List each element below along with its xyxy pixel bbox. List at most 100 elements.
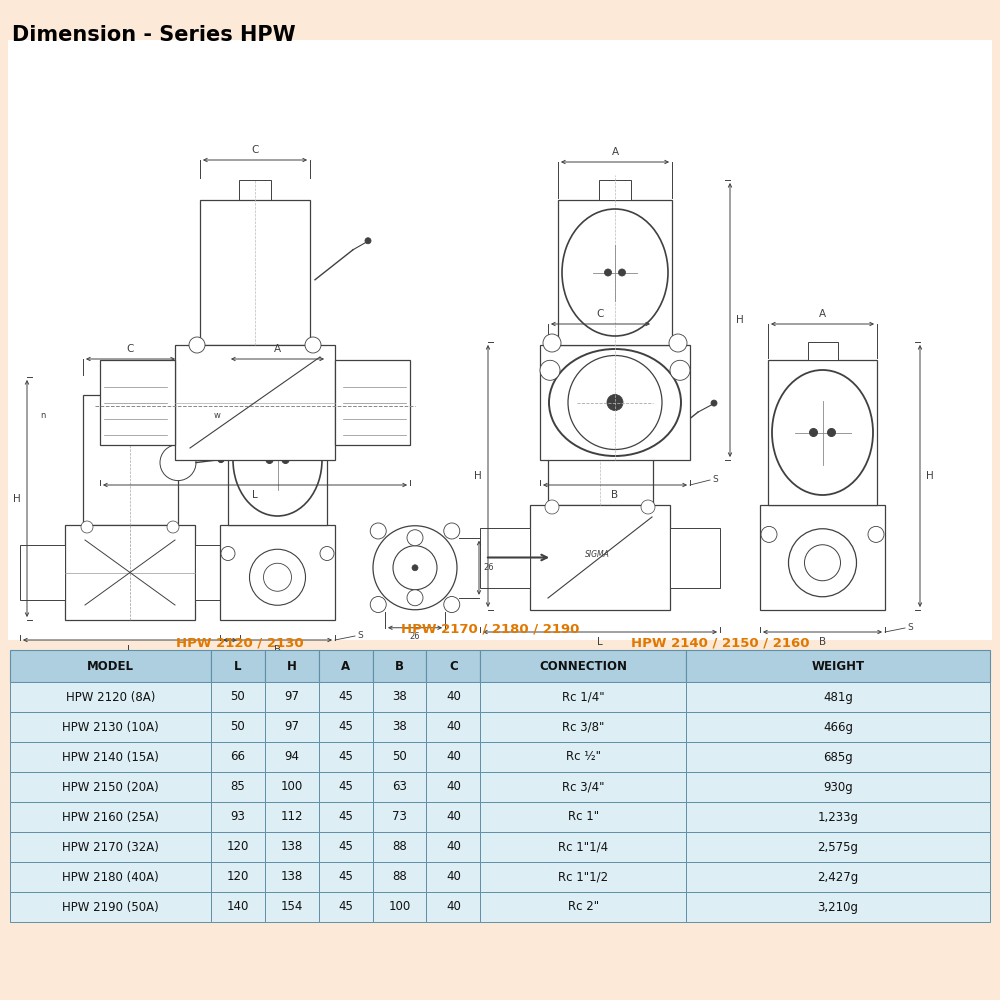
Text: 45: 45 <box>338 840 353 854</box>
Text: C: C <box>251 145 259 155</box>
Bar <box>686 892 990 922</box>
Bar <box>426 892 480 922</box>
Bar <box>265 832 319 862</box>
Text: H: H <box>287 660 297 672</box>
Bar <box>220 525 335 620</box>
Text: SIGMA: SIGMA <box>585 550 610 559</box>
Bar <box>319 712 373 742</box>
Text: 112: 112 <box>280 810 303 824</box>
Text: B: B <box>395 660 404 672</box>
Bar <box>548 360 653 505</box>
Bar <box>10 772 211 802</box>
Bar <box>10 862 211 892</box>
Text: 120: 120 <box>227 870 249 884</box>
Text: 45: 45 <box>338 780 353 794</box>
Text: 138: 138 <box>281 840 303 854</box>
Circle shape <box>282 456 289 464</box>
Bar <box>211 682 265 712</box>
Text: 45: 45 <box>338 690 353 704</box>
Bar <box>211 742 265 772</box>
Text: H: H <box>474 471 482 481</box>
Text: L: L <box>234 660 242 672</box>
Bar <box>558 200 672 345</box>
Bar <box>373 832 426 862</box>
Text: MODEL: MODEL <box>87 660 134 672</box>
Bar <box>10 802 211 832</box>
Text: 100: 100 <box>281 780 303 794</box>
Text: 40: 40 <box>446 810 461 824</box>
Bar <box>265 802 319 832</box>
Circle shape <box>618 269 626 276</box>
Text: 40: 40 <box>446 900 461 914</box>
Text: HPW 2140 / 2150 / 2160: HPW 2140 / 2150 / 2160 <box>631 637 809 650</box>
Bar <box>211 832 265 862</box>
Bar <box>265 682 319 712</box>
Text: C: C <box>597 309 604 319</box>
Bar <box>480 742 686 772</box>
Bar <box>373 650 426 682</box>
Circle shape <box>189 337 205 353</box>
Bar <box>319 772 373 802</box>
Circle shape <box>264 563 292 591</box>
Text: B: B <box>274 645 281 655</box>
Circle shape <box>804 545 840 581</box>
Bar <box>211 772 265 802</box>
Bar <box>10 650 211 682</box>
Text: L: L <box>252 490 258 500</box>
Bar <box>319 682 373 712</box>
Circle shape <box>444 597 460 613</box>
Text: Rc 1"1/4: Rc 1"1/4 <box>558 840 608 854</box>
Text: H: H <box>736 315 744 325</box>
Circle shape <box>810 428 818 436</box>
Bar <box>373 712 426 742</box>
Text: Rc 1": Rc 1" <box>568 810 599 824</box>
Text: 2,575g: 2,575g <box>818 840 859 854</box>
Bar <box>265 892 319 922</box>
Bar <box>686 742 990 772</box>
Circle shape <box>828 428 836 436</box>
Text: HPW 2190 (50A): HPW 2190 (50A) <box>62 900 159 914</box>
Bar <box>426 712 480 742</box>
Text: CONNECTION: CONNECTION <box>539 660 627 672</box>
Bar <box>264 377 292 395</box>
Bar <box>319 892 373 922</box>
Text: Rc 1"1/2: Rc 1"1/2 <box>558 870 608 884</box>
Text: S: S <box>712 476 718 485</box>
Bar <box>319 862 373 892</box>
Text: 3,210g: 3,210g <box>818 900 859 914</box>
Bar <box>426 650 480 682</box>
Bar <box>10 892 211 922</box>
Circle shape <box>761 526 777 542</box>
Bar <box>540 345 690 460</box>
Text: A: A <box>341 660 350 672</box>
Circle shape <box>604 269 612 276</box>
Bar <box>480 832 686 862</box>
Bar <box>686 832 990 862</box>
Circle shape <box>160 445 196 481</box>
Text: 50: 50 <box>230 690 245 704</box>
Bar <box>480 802 686 832</box>
Text: A: A <box>274 344 281 354</box>
Text: 38: 38 <box>392 690 407 704</box>
Text: B: B <box>611 490 619 500</box>
Bar <box>530 505 670 610</box>
Bar <box>373 682 426 712</box>
Bar <box>373 892 426 922</box>
Text: 45: 45 <box>338 750 353 764</box>
Circle shape <box>540 360 560 380</box>
Text: HPW 2180 (40A): HPW 2180 (40A) <box>62 870 159 884</box>
Bar <box>265 650 319 682</box>
Bar <box>116 377 144 395</box>
Bar <box>211 862 265 892</box>
Bar <box>228 395 327 525</box>
Text: 88: 88 <box>392 840 407 854</box>
Circle shape <box>407 530 423 546</box>
Text: 40: 40 <box>446 690 461 704</box>
Circle shape <box>711 400 717 406</box>
Text: 466g: 466g <box>823 720 853 734</box>
Bar <box>480 892 686 922</box>
Bar <box>760 505 885 610</box>
Text: 45: 45 <box>338 810 353 824</box>
Text: S: S <box>907 624 913 633</box>
Text: HPW 2170 / 2180 / 2190: HPW 2170 / 2180 / 2190 <box>401 622 579 635</box>
